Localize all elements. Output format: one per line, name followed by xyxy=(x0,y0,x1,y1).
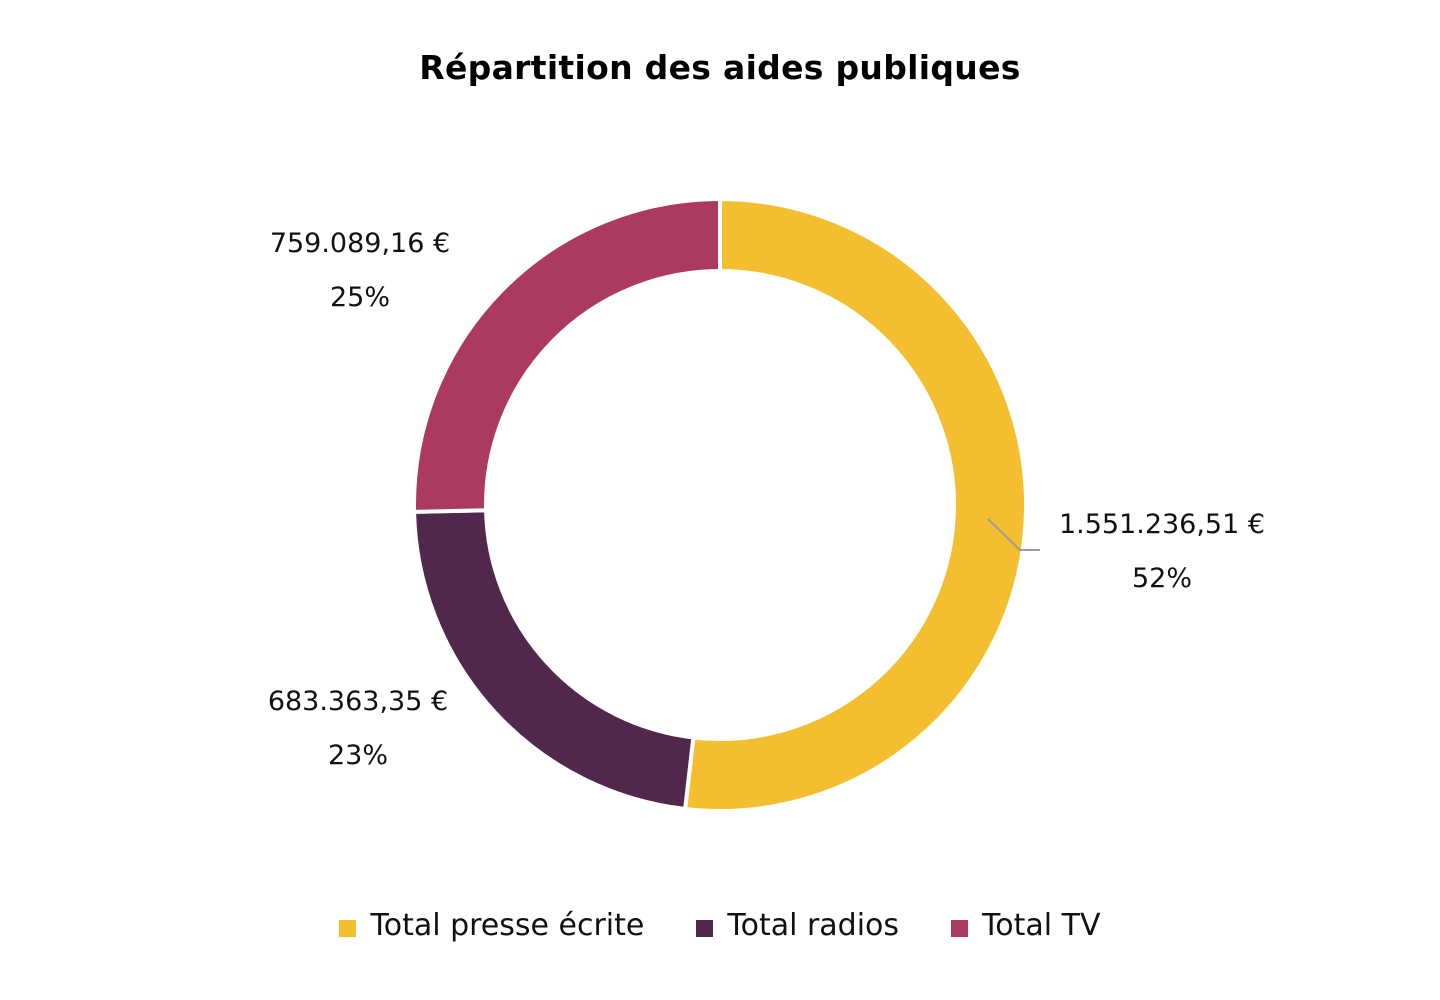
data-label-presse: 1.551.236,51 € 52% xyxy=(1012,498,1312,606)
data-label-radios: 683.363,35 € 23% xyxy=(208,675,508,783)
data-label-tv: 759.089,16 € 25% xyxy=(210,217,510,325)
percent-label-tv: 25% xyxy=(329,282,390,313)
percent-label-radios: 23% xyxy=(327,740,388,771)
leader-line-presse xyxy=(987,518,1040,551)
legend-label-radios: Total radios xyxy=(727,908,900,943)
value-label-radios: 683.363,35 € xyxy=(267,686,449,717)
donut-slice-tv[interactable] xyxy=(412,196,722,514)
legend-item-tv[interactable]: Total TV xyxy=(951,908,1101,943)
legend-label-tv: Total TV xyxy=(982,908,1101,943)
legend-item-presse[interactable]: Total presse écrite xyxy=(339,908,644,943)
chart-title: Répartition des aides publiques xyxy=(419,48,1021,87)
value-label-presse: 1.551.236,51 € xyxy=(1058,509,1266,540)
legend-label-presse: Total presse écrite xyxy=(370,908,645,943)
percent-label-presse: 52% xyxy=(1131,563,1192,594)
legend-swatch-tv xyxy=(951,920,969,937)
legend-swatch-presse xyxy=(339,920,357,937)
legend: Total presse écrite Total radios Total T… xyxy=(0,908,1440,943)
value-label-tv: 759.089,16 € xyxy=(269,228,451,259)
donut-slices xyxy=(412,196,1028,813)
legend-swatch-radios xyxy=(696,920,714,937)
donut-slice-presse[interactable] xyxy=(682,196,1028,813)
legend-item-radios[interactable]: Total radios xyxy=(696,908,899,943)
